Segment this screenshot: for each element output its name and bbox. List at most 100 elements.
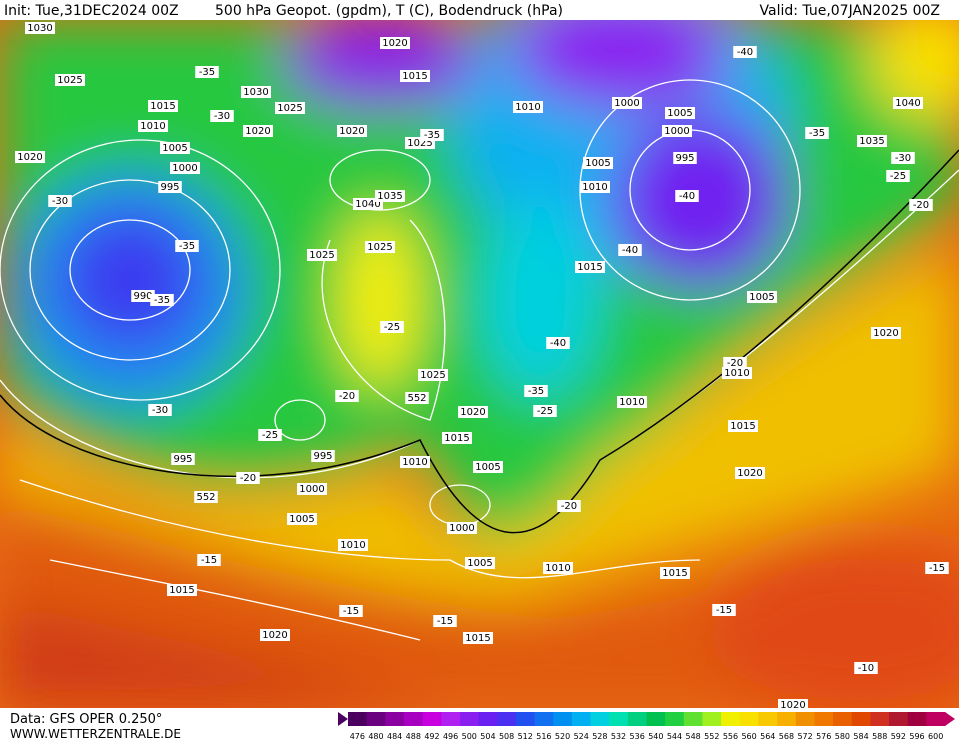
colorbar-cell (534, 712, 554, 726)
colorbar-cell (665, 712, 685, 726)
label-box (618, 244, 642, 256)
colorbar-cell (739, 712, 759, 726)
label-box (25, 22, 55, 34)
map-label: 1020 (780, 700, 805, 711)
label-box (893, 97, 923, 109)
label-box (420, 129, 444, 141)
map-label: 1020 (245, 126, 270, 137)
label-box (660, 567, 690, 579)
map-label: -20 (240, 473, 256, 484)
colorbar-cell (590, 712, 610, 726)
map-label: -10 (858, 663, 874, 674)
map-label: 1015 (730, 421, 755, 432)
label-box (575, 261, 605, 273)
label-box (131, 290, 155, 302)
colorbar-label: 548 (686, 732, 701, 741)
map-label: -20 (913, 200, 929, 211)
map-label: 1010 (619, 397, 644, 408)
map-label: -20 (561, 501, 577, 512)
label-box (375, 190, 405, 202)
colorbar-cell (478, 712, 498, 726)
label-box (365, 241, 395, 253)
valid-time: Valid: Tue,07JAN2025 00Z (760, 3, 941, 19)
label-box (158, 181, 182, 193)
colorbar-cell (889, 712, 909, 726)
map-label: 1015 (662, 568, 687, 579)
colorbar-label: 600 (928, 732, 943, 741)
label-box (728, 420, 758, 432)
colorbar-label: 512 (518, 732, 533, 741)
map-label: -35 (179, 241, 195, 252)
map-label: 1010 (402, 457, 427, 468)
colorbar-label: 504 (480, 732, 495, 741)
colorbar-cell (459, 712, 480, 726)
colorbar-label: 544 (667, 732, 682, 741)
label-box (380, 37, 410, 49)
colorbar-cell (385, 712, 405, 726)
label-box (442, 432, 472, 444)
map-label: 1025 (407, 138, 432, 149)
label-box (380, 321, 404, 333)
label-box (675, 190, 699, 202)
colorbar-cell (758, 712, 778, 726)
map-label: -15 (929, 563, 945, 574)
map-label: 1020 (17, 152, 42, 163)
map-label: -25 (537, 406, 553, 417)
colorbar-cell (833, 712, 853, 726)
label-box (891, 152, 915, 164)
colorbar-arrow (945, 712, 955, 726)
colorbar-label: 576 (816, 732, 831, 741)
map-label: -40 (679, 191, 695, 202)
map-label: -15 (343, 606, 359, 617)
map-label: 1005 (585, 158, 610, 169)
map-label: 1020 (737, 468, 762, 479)
colorbar-label: 508 (499, 732, 514, 741)
label-box (138, 120, 168, 132)
map-label: 1010 (340, 540, 365, 551)
label-box (311, 450, 335, 462)
label-box (665, 107, 695, 119)
map-label: -25 (262, 430, 278, 441)
label-box (337, 125, 367, 137)
colorbar-label: 492 (424, 732, 439, 741)
label-box (194, 491, 218, 503)
map-label: -25 (384, 322, 400, 333)
map-label: 1015 (465, 633, 490, 644)
map-label: 1020 (873, 328, 898, 339)
colorbar-cell (907, 712, 927, 726)
map-label: 1025 (57, 75, 82, 86)
map-label: -20 (339, 391, 355, 402)
colorbar-label: 536 (630, 732, 645, 741)
label-box (854, 662, 878, 674)
label-box (662, 125, 692, 137)
colorbar-cell (646, 712, 666, 726)
map-label: 995 (160, 182, 179, 193)
label-box (15, 151, 45, 163)
label-box (160, 142, 190, 154)
colorbar-label: 580 (835, 732, 850, 741)
colorbar-label: 476 (350, 732, 365, 741)
map-label: -15 (201, 555, 217, 566)
colorbar-cell (627, 712, 647, 726)
map-title: 500 hPa Geopot. (gpdm), T (C), Bodendruc… (215, 3, 563, 19)
colorbar-label: 552 (704, 732, 719, 741)
label-box (612, 97, 642, 109)
map-label: 995 (675, 153, 694, 164)
map-label: 1035 (859, 136, 884, 147)
label-box (747, 291, 777, 303)
colorbar-label: 568 (779, 732, 794, 741)
map-label: 995 (313, 451, 332, 462)
label-box (546, 337, 570, 349)
label-box (778, 699, 808, 711)
label-box (148, 100, 178, 112)
map-label: 1035 (377, 191, 402, 202)
map-label: -35 (528, 386, 544, 397)
label-box (543, 562, 573, 574)
map-label: 1005 (749, 292, 774, 303)
label-box (513, 101, 543, 113)
label-box (170, 162, 200, 174)
colorbar-cell (721, 712, 741, 726)
map-label: -35 (809, 128, 825, 139)
label-box (241, 86, 271, 98)
